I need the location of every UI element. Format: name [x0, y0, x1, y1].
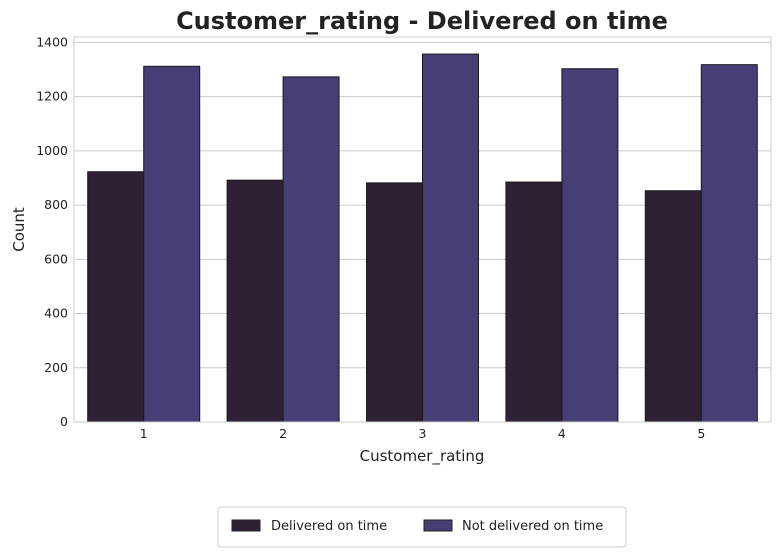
y-tick-label: 1400	[36, 34, 68, 49]
x-tick-label: 2	[279, 426, 287, 441]
y-tick-label: 0	[60, 414, 68, 429]
bar-delivered-2	[226, 179, 284, 423]
bar-not-delivered-5	[700, 64, 758, 423]
x-tick-label: 3	[419, 426, 427, 441]
legend-label-not-delivered: Not delivered on time	[462, 519, 603, 534]
bar-not-delivered-3	[422, 53, 479, 423]
legend-frame	[217, 506, 627, 548]
bar-delivered-4	[505, 181, 563, 423]
x-axis-label: Customer_rating	[360, 447, 485, 466]
bar-not-delivered-2	[282, 76, 340, 423]
bar-delivered-1	[87, 171, 145, 423]
x-axis-ticks: 1 2 3 4 5	[140, 426, 706, 441]
bar-not-delivered-4	[561, 68, 619, 423]
y-tick-label: 200	[44, 360, 68, 375]
y-axis-ticks: 0 200 400 600 800 1000 1200 1400	[36, 34, 68, 429]
y-tick-label: 600	[44, 251, 68, 266]
legend-label-delivered: Delivered on time	[271, 519, 387, 534]
bar-delivered-5	[644, 190, 702, 423]
x-tick-label: 4	[558, 426, 566, 441]
legend-swatch-delivered	[231, 519, 261, 532]
bar-delivered-3	[366, 182, 423, 423]
legend: Delivered on time Not delivered on time	[217, 506, 627, 548]
x-tick-label: 5	[697, 426, 705, 441]
bar-not-delivered-1	[143, 65, 201, 423]
plot-frame	[73, 36, 772, 423]
x-tick-label: 1	[140, 426, 148, 441]
y-tick-label: 1000	[36, 143, 68, 158]
legend-swatch-not-delivered	[423, 519, 453, 532]
chart-title: Customer_rating - Delivered on time	[176, 7, 668, 35]
y-tick-label: 1200	[36, 89, 68, 104]
y-axis-label: Count	[10, 207, 28, 252]
y-tick-label: 800	[44, 197, 68, 212]
y-tick-label: 400	[44, 306, 68, 321]
